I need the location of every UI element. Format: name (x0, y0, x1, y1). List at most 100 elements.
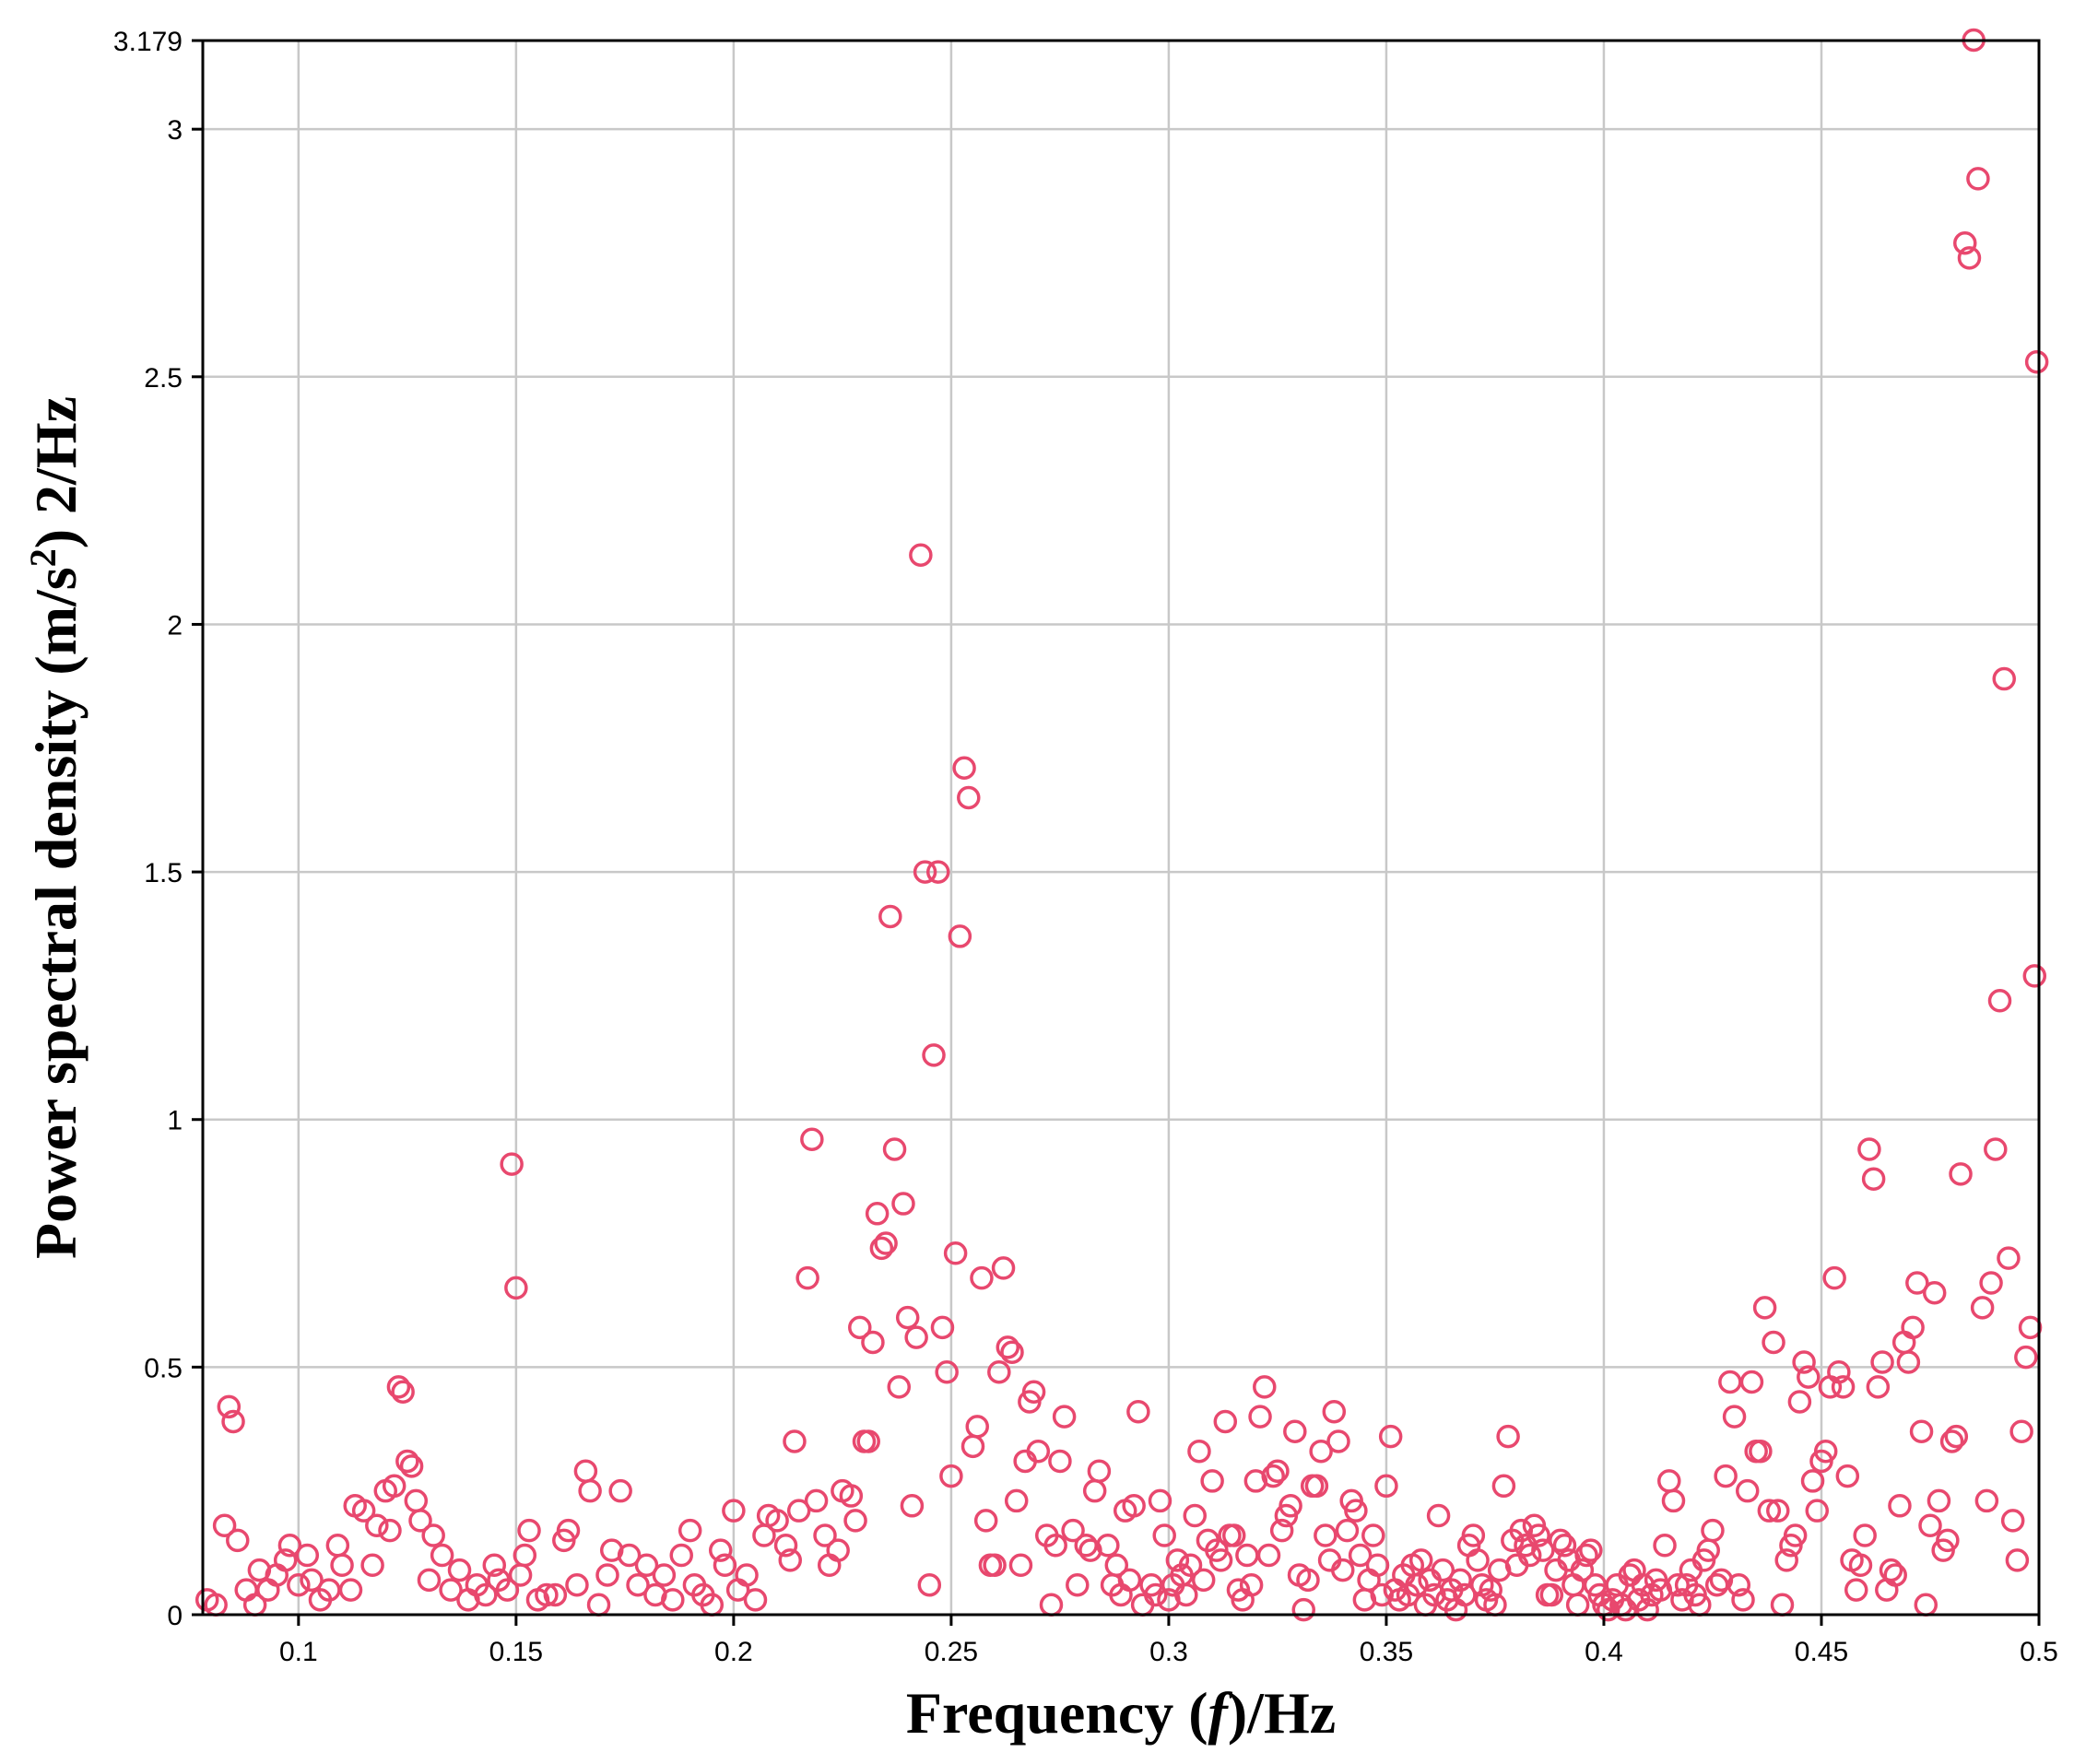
data-point (1378, 1424, 1403, 1449)
data-point (1657, 1469, 1681, 1493)
data-point (1722, 1405, 1747, 1429)
data-point (482, 1553, 507, 1578)
data-point (295, 1543, 320, 1568)
data-point (1461, 1523, 1486, 1547)
data-point (1253, 1375, 1277, 1399)
data-point (1883, 1563, 1907, 1587)
data-point (1322, 1399, 1347, 1424)
data-point (325, 1534, 350, 1558)
data-point (773, 1534, 798, 1558)
data-point (1021, 1380, 1046, 1404)
data-point (735, 1563, 759, 1587)
data-point (330, 1553, 354, 1578)
data-point (1783, 1523, 1808, 1547)
y-axis-title: Power spectral density (m/s2) 2/Hz (22, 396, 89, 1259)
data-point (1004, 1488, 1029, 1513)
data-point (634, 1553, 659, 1578)
data-point (1757, 1499, 1782, 1523)
y-axis-title-sup: 2 (22, 548, 64, 567)
data-point (1152, 1523, 1176, 1547)
data-point (970, 1265, 994, 1290)
data-point (543, 1582, 568, 1607)
x-tick-label: 0.35 (1360, 1637, 1413, 1667)
data-point (226, 1528, 250, 1553)
data-point (1822, 1265, 1846, 1290)
data-point (1208, 1548, 1233, 1572)
data-point (922, 1043, 946, 1067)
data-point (1408, 1548, 1433, 1572)
data-point (1431, 1558, 1455, 1582)
data-point (1813, 1439, 1838, 1464)
data-point (1361, 1523, 1385, 1547)
data-point (1296, 1568, 1320, 1593)
data-point (578, 1478, 602, 1503)
y-tick-label: 1.5 (144, 858, 183, 888)
data-point (861, 1330, 885, 1355)
data-point (1183, 1503, 1207, 1528)
data-point (1974, 1488, 1999, 1513)
data-point (1304, 1474, 1329, 1499)
data-point (1048, 1449, 1072, 1474)
data-point (1827, 1359, 1851, 1384)
data-point (1565, 1593, 1590, 1617)
data-point (1861, 1167, 1886, 1191)
data-point (1774, 1548, 1798, 1572)
data-point (1714, 1464, 1738, 1488)
data-point (1283, 1419, 1307, 1443)
data-point (925, 860, 950, 884)
data-point (573, 1459, 598, 1483)
data-point (722, 1499, 746, 1523)
data-point (1426, 1503, 1451, 1528)
data-point (1479, 1578, 1502, 1602)
data-point (1148, 1488, 1173, 1513)
x-tick-label: 0.5 (2020, 1637, 2058, 1667)
x-tick-label: 0.25 (925, 1637, 978, 1667)
data-point (474, 1582, 498, 1607)
data-point (786, 1499, 811, 1523)
data-point (1466, 1548, 1490, 1572)
data-point (421, 1523, 445, 1547)
data-point (1365, 1553, 1390, 1578)
x-tick-label: 0.45 (1795, 1637, 1848, 1667)
data-point (447, 1558, 472, 1582)
data-point (1126, 1399, 1150, 1424)
data-point (1949, 1162, 1973, 1186)
data-point (1953, 230, 1977, 255)
data-point (565, 1573, 589, 1597)
y-tick-label: 3.179 (113, 27, 183, 57)
x-tick-label: 0.3 (1149, 1637, 1188, 1667)
data-point (1666, 1573, 1690, 1597)
data-point (378, 1518, 402, 1543)
data-point (1905, 1271, 1929, 1295)
data-point (1549, 1528, 1573, 1553)
data-point (1579, 1538, 1603, 1562)
data-point (1848, 1553, 1873, 1578)
data-point (1800, 1469, 1825, 1493)
data-point (1087, 1459, 1112, 1483)
data-point (586, 1593, 611, 1617)
x-axis-title: Frequency (f)/Hz (906, 1680, 1336, 1746)
data-point (1853, 1523, 1877, 1547)
data-point (800, 1127, 824, 1151)
data-point (1792, 1350, 1816, 1374)
data-point (1735, 1478, 1760, 1503)
x-axis-title-pre: Frequency ( (906, 1680, 1208, 1746)
data-point (1178, 1553, 1203, 1578)
data-point (1061, 1518, 1085, 1543)
data-point (212, 1513, 237, 1538)
data-point (1896, 1350, 1921, 1374)
data-point (804, 1488, 829, 1513)
data-point (909, 543, 933, 567)
data-point (965, 1415, 989, 1439)
data-point (300, 1568, 324, 1593)
data-point (878, 904, 902, 929)
data-point (1957, 246, 1982, 270)
data-point (2024, 349, 2049, 374)
data-point (1405, 1573, 1429, 1597)
data-point (1052, 1405, 1077, 1429)
data-point (882, 1137, 907, 1161)
data-point (1635, 1597, 1659, 1622)
data-point (973, 1509, 998, 1533)
data-point (1987, 989, 2012, 1013)
data-point (1165, 1548, 1190, 1572)
